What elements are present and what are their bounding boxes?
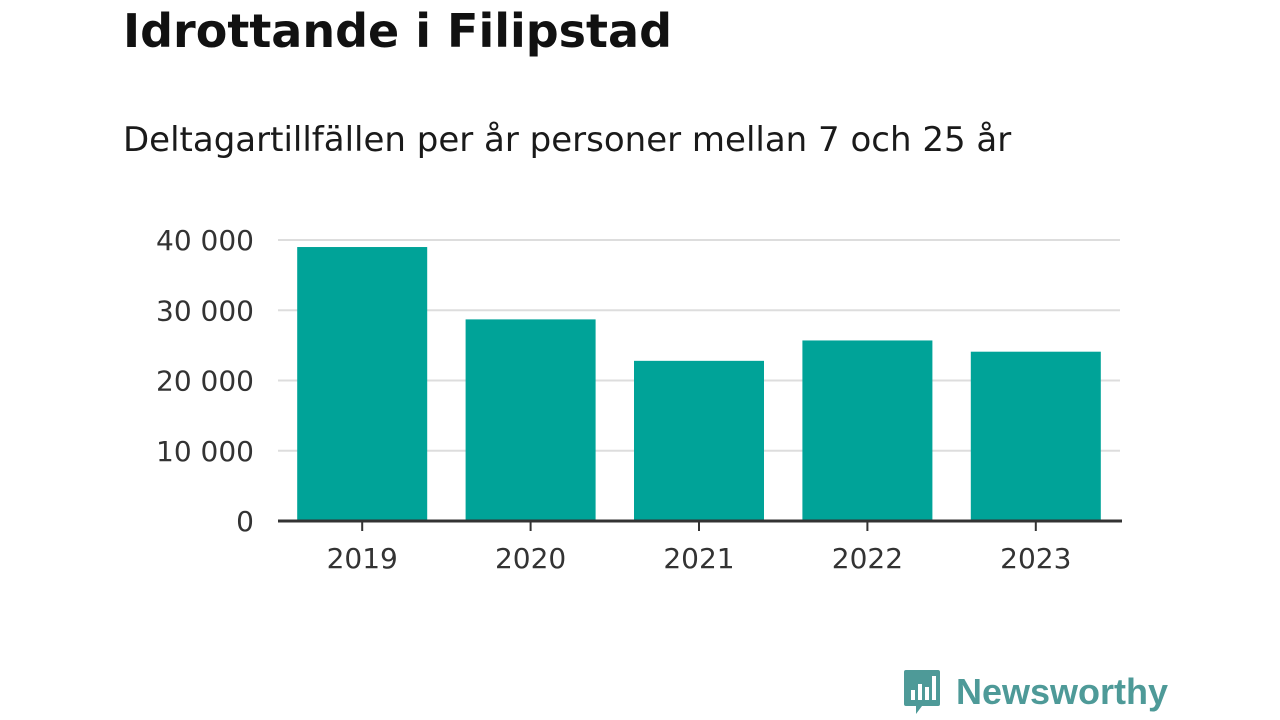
bar-2021	[634, 360, 764, 521]
x-tick-label: 2023	[1000, 542, 1071, 575]
y-tick-label: 40 000	[156, 224, 254, 257]
x-tick-label: 2020	[495, 542, 566, 575]
bar-2023	[970, 351, 1101, 521]
chart-title: Idrottande i Filipstad	[123, 4, 673, 58]
y-tick-label: 10 000	[156, 435, 254, 468]
bar-2019	[297, 247, 428, 521]
axes: 0 10 000 20 000 30 000 40 000 2019 2020 2021 202…	[156, 224, 1122, 575]
x-tick-label: 2022	[832, 542, 903, 575]
bar-chart: 0 10 000 20 000 30 000 40 000 2019 2020 2021 202…	[156, 224, 1122, 575]
y-tick-label: 30 000	[156, 294, 254, 327]
y-tick-label: 0	[236, 505, 254, 538]
bars	[297, 247, 1101, 521]
x-tick-label: 2021	[663, 542, 734, 575]
brand-name: Newsworthy	[956, 671, 1169, 712]
x-tick-label: 2019	[327, 542, 398, 575]
newsworthy-chat-bar-icon	[904, 670, 940, 714]
brand-logo: Newsworthy	[902, 668, 1168, 716]
y-tick-label: 20 000	[156, 365, 254, 398]
bar-2022	[802, 340, 933, 521]
bar-2020	[465, 319, 596, 521]
chart-subtitle: Deltagartillfällen per år personer mella…	[123, 120, 1012, 160]
